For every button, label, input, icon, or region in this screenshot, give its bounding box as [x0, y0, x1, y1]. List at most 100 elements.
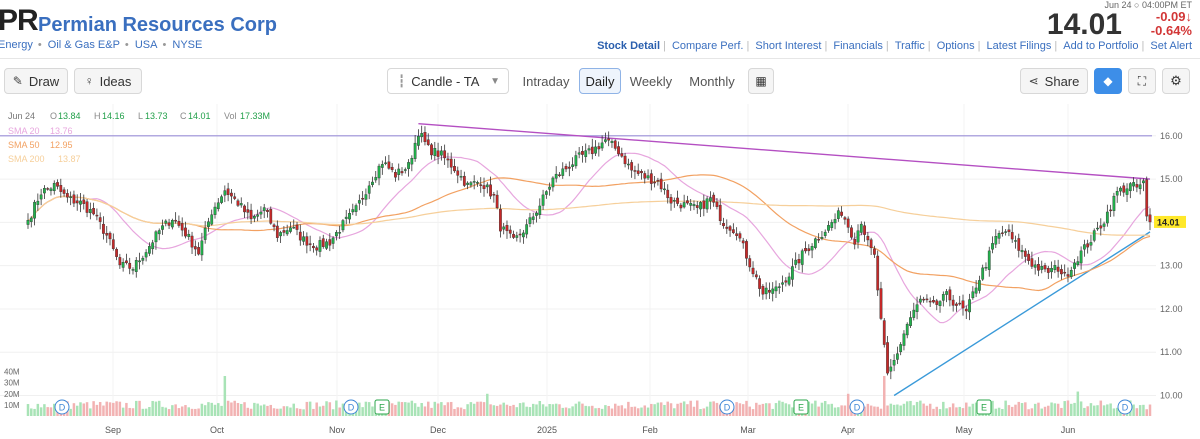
interval-intraday[interactable]: Intraday: [522, 73, 570, 89]
volume-bar: [817, 406, 820, 416]
dividend-marker-label: D: [854, 403, 861, 413]
low-label: L: [138, 111, 143, 121]
volume-bar: [459, 407, 463, 416]
candle-body: [836, 210, 840, 219]
candle-body: [607, 138, 611, 141]
last-price-tag-label: 14.01: [1157, 217, 1180, 227]
candle-body: [912, 309, 916, 318]
chart-type-select[interactable]: ┇ Candle - TA ▼: [387, 68, 509, 94]
candle-body: [712, 194, 716, 203]
candle-body: [246, 209, 250, 213]
downtrend-line: [418, 122, 1151, 180]
candle-body: [633, 170, 637, 172]
volume-bar: [997, 407, 1001, 416]
candle-body: [230, 192, 233, 197]
candle-body: [909, 317, 912, 326]
volume-bar: [361, 407, 364, 416]
premium-button[interactable]: ◆: [1094, 68, 1122, 94]
calendar-button[interactable]: ▦: [748, 68, 774, 94]
candle-body: [807, 248, 811, 252]
ideas-button[interactable]: ♀ Ideas: [74, 68, 142, 94]
volume-bar: [892, 404, 896, 416]
header-divider: [0, 58, 1200, 59]
volume-bar: [79, 402, 82, 416]
candle-body: [72, 194, 76, 204]
nav-traffic[interactable]: Traffic: [894, 40, 925, 52]
share-button[interactable]: ⋖ Share: [1020, 68, 1088, 94]
nav-latest-filings[interactable]: Latest Filings: [986, 40, 1052, 52]
candle-body: [262, 207, 266, 212]
candle-body: [279, 232, 282, 237]
candle-body: [397, 168, 401, 175]
candle-body: [669, 197, 673, 204]
volume-bar: [171, 405, 174, 416]
volume-bar: [52, 403, 56, 416]
volume-bar: [830, 403, 834, 416]
candle-body: [1053, 265, 1057, 270]
volume-bar: [26, 404, 30, 416]
settings-button[interactable]: ⚙: [1162, 68, 1190, 94]
volume-bar: [1148, 404, 1152, 416]
candle-body: [52, 182, 56, 192]
volume-bar: [837, 407, 840, 416]
candle-body: [170, 220, 174, 228]
interval-monthly[interactable]: Monthly: [689, 73, 735, 89]
sector-link[interactable]: Energy: [0, 39, 33, 51]
candle-body: [223, 190, 227, 196]
volume-bar: [922, 403, 925, 416]
volume-bar: [1037, 402, 1040, 416]
nav-financials[interactable]: Financials: [833, 40, 883, 52]
nav-set-alert[interactable]: Set Alert: [1150, 40, 1192, 52]
country-link[interactable]: USA: [134, 39, 158, 51]
volume-bar: [942, 401, 945, 416]
interval-daily[interactable]: Daily: [579, 68, 621, 94]
candle-body: [640, 171, 643, 174]
candle-body: [462, 175, 466, 186]
earnings-marker-label: E: [798, 403, 804, 413]
candle-body: [321, 238, 325, 247]
volume-bar: [82, 403, 86, 416]
interval-weekly[interactable]: Weekly: [629, 73, 673, 89]
volume-bar: [620, 405, 624, 416]
candle-body: [331, 237, 335, 244]
volume-bar: [236, 403, 240, 416]
volume-bar: [833, 407, 837, 416]
fullscreen-button[interactable]: ⛶: [1128, 68, 1156, 94]
company-name[interactable]: Permian Resources Corp: [38, 14, 277, 36]
candle-body: [403, 169, 407, 171]
volume-bar: [302, 409, 305, 416]
fullscreen-icon: ⛶: [1137, 73, 1147, 88]
candle-body: [653, 181, 656, 184]
nav-stock-detail[interactable]: Stock Detail: [597, 40, 661, 52]
volume-bar: [338, 407, 341, 416]
candle-body: [544, 191, 548, 195]
candle-body: [364, 194, 368, 200]
volume-bar: [1063, 401, 1066, 416]
volume-bar: [1135, 408, 1139, 416]
volume-bar: [154, 401, 158, 416]
nav-add-portfolio[interactable]: Add to Portfolio: [1063, 40, 1139, 52]
draw-label: Draw: [28, 73, 60, 89]
date-tick-label: Jun: [1061, 425, 1076, 435]
exchange-link[interactable]: NYSE: [172, 39, 203, 51]
volume-bar: [545, 406, 548, 416]
volume-bar: [840, 405, 843, 416]
date-tick-label: Mar: [740, 425, 756, 435]
date-tick-label: Nov: [329, 425, 346, 435]
industry-link[interactable]: Oil & Gas E&P: [47, 39, 120, 51]
nav-compare-perf[interactable]: Compare Perf.: [671, 40, 744, 52]
candle-body: [26, 220, 30, 225]
candle-body: [754, 274, 758, 278]
nav-short-interest[interactable]: Short Interest: [755, 40, 822, 52]
candle-body: [702, 200, 706, 209]
candle-body: [292, 226, 296, 229]
candle-body: [1132, 182, 1135, 187]
candle-body: [889, 366, 893, 372]
nav-options[interactable]: Options: [936, 40, 975, 52]
candle-body: [105, 233, 109, 236]
price-tick-label: 16.00: [1160, 131, 1183, 141]
candle-body: [371, 181, 374, 185]
draw-button[interactable]: ✎ Draw: [4, 68, 68, 94]
sma50-value: 12.95: [50, 140, 73, 150]
